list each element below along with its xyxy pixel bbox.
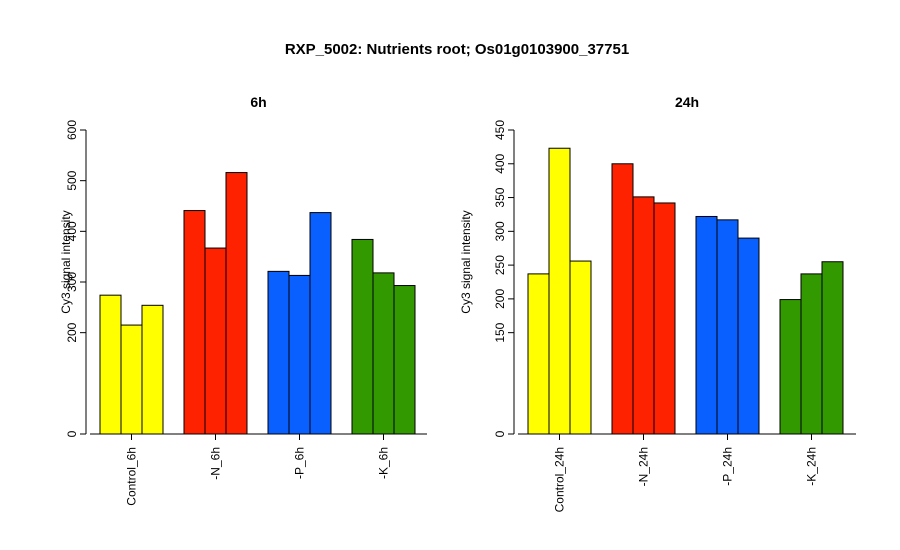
bar xyxy=(204,247,227,435)
bar xyxy=(393,285,416,435)
bar xyxy=(653,202,676,435)
y-tick-label: 250 xyxy=(493,255,507,275)
y-tick-label: 150 xyxy=(493,322,507,342)
bar xyxy=(527,273,550,435)
bar xyxy=(800,273,823,435)
bar xyxy=(183,210,206,435)
y-tick-label: 450 xyxy=(493,120,507,140)
y-tick-label: 0 xyxy=(493,430,507,437)
y-tick-label: 400 xyxy=(65,221,79,241)
bar xyxy=(737,237,760,435)
bar xyxy=(569,260,592,435)
y-tick-label: 350 xyxy=(493,187,507,207)
x-category-label: -P_24h xyxy=(721,447,735,486)
bar xyxy=(548,147,571,435)
chart-panel-6h: 6h 0 200 300 400 500 600 Cy3 signal intensity Co… xyxy=(59,94,427,506)
bar xyxy=(632,196,655,435)
y-tick-label: 300 xyxy=(65,272,79,292)
bar xyxy=(288,274,311,435)
y-tick-label: 300 xyxy=(493,221,507,241)
bar xyxy=(120,324,143,435)
bar xyxy=(372,272,395,435)
y-axis-label: Cy3 signal intensity xyxy=(459,210,473,313)
bar xyxy=(309,212,332,435)
x-category-label: -N_6h xyxy=(209,447,223,480)
figure-title: RXP_5002: Nutrients root; Os01g0103900_3… xyxy=(285,41,629,58)
bar xyxy=(611,163,634,435)
bar xyxy=(821,261,844,435)
bar xyxy=(779,299,802,435)
bar xyxy=(351,238,374,435)
x-category-label: -K_6h xyxy=(377,447,391,479)
bar xyxy=(267,270,290,435)
y-tick-label: 600 xyxy=(65,120,79,140)
y-tick-label: 0 xyxy=(65,430,79,437)
y-tick-label: 500 xyxy=(65,170,79,190)
y-tick-label: 400 xyxy=(493,153,507,173)
chart-panel-24h: 24h 0 150 200 250 300 350 400 450 Cy3 signal inte… xyxy=(459,94,856,512)
x-category-label: -K_24h xyxy=(805,447,819,486)
bar xyxy=(141,304,164,435)
x-category-label: -P_6h xyxy=(293,447,307,479)
bar xyxy=(225,172,248,435)
y-tick-label: 200 xyxy=(493,289,507,309)
x-category-label: -N_24h xyxy=(637,447,651,486)
y-tick-label: 200 xyxy=(65,322,79,342)
bar xyxy=(99,294,122,435)
panel-title: 6h xyxy=(250,94,266,110)
y-axis-label: Cy3 signal intensity xyxy=(59,210,73,313)
bar xyxy=(716,219,739,435)
panel-title: 24h xyxy=(675,94,699,110)
bar xyxy=(695,215,718,435)
x-category-label: Control_24h xyxy=(553,447,567,512)
x-category-label: Control_6h xyxy=(125,447,139,506)
